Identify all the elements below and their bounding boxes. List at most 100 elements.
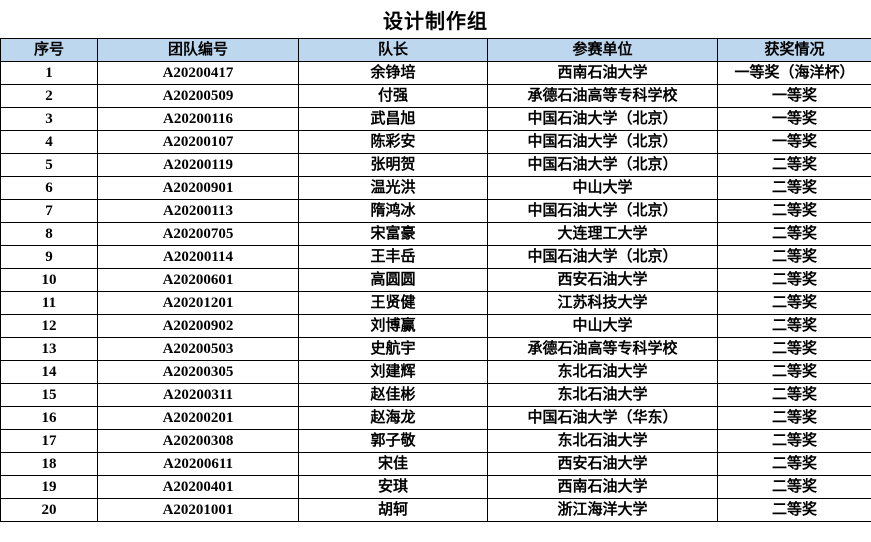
table-row: 15 A20200311 赵佳彬 东北石油大学 二等奖 <box>0 383 871 407</box>
cell-team-id: A20200705 <box>97 222 299 246</box>
cell-unit: 承德石油高等专科学校 <box>487 337 718 361</box>
cell-captain: 隋鸿冰 <box>298 199 488 223</box>
cell-award: 一等奖 <box>717 130 871 154</box>
table-row: 9 A20200114 王丰岳 中国石油大学（北京） 二等奖 <box>0 245 871 269</box>
cell-award: 二等奖 <box>717 222 871 246</box>
cell-row-index: 14 <box>0 360 98 384</box>
cell-row-index: 15 <box>0 383 98 407</box>
cell-unit: 承德石油高等专科学校 <box>487 84 718 108</box>
cell-award: 一等奖（海洋杯） <box>717 61 871 85</box>
cell-award: 二等奖 <box>717 475 871 499</box>
cell-row-index: 18 <box>0 452 98 476</box>
cell-row-index: 3 <box>0 107 98 131</box>
cell-team-id: A20200417 <box>97 61 299 85</box>
table-row: 8 A20200705 宋富豪 大连理工大学 二等奖 <box>0 222 871 246</box>
cell-captain: 胡轲 <box>298 498 488 522</box>
cell-row-index: 20 <box>0 498 98 522</box>
table-row: 17 A20200308 郭子敬 东北石油大学 二等奖 <box>0 429 871 453</box>
cell-captain: 王贤健 <box>298 291 488 315</box>
cell-award: 一等奖 <box>717 107 871 131</box>
cell-award: 二等奖 <box>717 498 871 522</box>
cell-unit: 中国石油大学（北京） <box>487 153 718 177</box>
cell-team-id: A20201001 <box>97 498 299 522</box>
cell-unit: 中国石油大学（北京） <box>487 107 718 131</box>
cell-team-id: A20200116 <box>97 107 299 131</box>
cell-row-index: 17 <box>0 429 98 453</box>
cell-team-id: A20200305 <box>97 360 299 384</box>
cell-row-index: 12 <box>0 314 98 338</box>
cell-row-index: 6 <box>0 176 98 200</box>
cell-row-index: 16 <box>0 406 98 430</box>
cell-award: 二等奖 <box>717 153 871 177</box>
table-row: 19 A20200401 安琪 西南石油大学 二等奖 <box>0 475 871 499</box>
cell-unit: 西南石油大学 <box>487 61 718 85</box>
cell-award: 二等奖 <box>717 429 871 453</box>
cell-row-index: 8 <box>0 222 98 246</box>
cell-row-index: 10 <box>0 268 98 292</box>
cell-row-index: 2 <box>0 84 98 108</box>
cell-award: 一等奖 <box>717 84 871 108</box>
cell-captain: 宋佳 <box>298 452 488 476</box>
cell-row-index: 7 <box>0 199 98 223</box>
cell-unit: 中国石油大学（华东） <box>487 406 718 430</box>
cell-captain: 武昌旭 <box>298 107 488 131</box>
cell-award: 二等奖 <box>717 337 871 361</box>
cell-team-id: A20200113 <box>97 199 299 223</box>
cell-award: 二等奖 <box>717 245 871 269</box>
column-header-team-id: 团队编号 <box>97 38 299 62</box>
cell-team-id: A20200401 <box>97 475 299 499</box>
header-row: 序号 团队编号 队长 参赛单位 获奖情况 <box>0 38 871 62</box>
table-row: 7 A20200113 隋鸿冰 中国石油大学（北京） 二等奖 <box>0 199 871 223</box>
table-body: 1 A20200417 余铮培 西南石油大学 一等奖（海洋杯） 2 A20200509 付强承… <box>0 61 871 522</box>
cell-unit: 中国石油大学（北京） <box>487 130 718 154</box>
table-row: 18 A20200611 宋佳 西安石油大学 二等奖 <box>0 452 871 476</box>
cell-team-id: A20200601 <box>97 268 299 292</box>
table-row: 1 A20200417 余铮培 西南石油大学 一等奖（海洋杯） <box>0 61 871 85</box>
column-header-award: 获奖情况 <box>717 38 871 62</box>
cell-team-id: A20201201 <box>97 291 299 315</box>
cell-team-id: A20200311 <box>97 383 299 407</box>
cell-row-index: 13 <box>0 337 98 361</box>
cell-captain: 王丰岳 <box>298 245 488 269</box>
cell-award: 二等奖 <box>717 406 871 430</box>
table-row: 20 A20201001 胡轲 浙江海洋大学 二等奖 <box>0 498 871 522</box>
page-title: 设计制作组 <box>383 10 488 33</box>
cell-unit: 大连理工大学 <box>487 222 718 246</box>
cell-award: 二等奖 <box>717 452 871 476</box>
table-row: 6 A20200901 温光洪 中山大学 二等奖 <box>0 176 871 200</box>
cell-award: 二等奖 <box>717 291 871 315</box>
cell-row-index: 19 <box>0 475 98 499</box>
cell-team-id: A20200611 <box>97 452 299 476</box>
cell-award: 二等奖 <box>717 360 871 384</box>
cell-row-index: 5 <box>0 153 98 177</box>
table-row: 12 A20200902 刘博赢 中山大学 二等奖 <box>0 314 871 338</box>
cell-team-id: A20200503 <box>97 337 299 361</box>
results-table: 序号 团队编号 队长 参赛单位 获奖情况 1 A20200417 余铮培 西南石油大学 一等奖（… <box>0 38 871 522</box>
cell-unit: 西安石油大学 <box>487 452 718 476</box>
column-header-unit: 参赛单位 <box>487 38 718 62</box>
cell-captain: 余铮培 <box>298 61 488 85</box>
cell-award: 二等奖 <box>717 268 871 292</box>
cell-captain: 安琪 <box>298 475 488 499</box>
cell-captain: 赵海龙 <box>298 406 488 430</box>
cell-team-id: A20200902 <box>97 314 299 338</box>
cell-captain: 刘建辉 <box>298 360 488 384</box>
cell-row-index: 9 <box>0 245 98 269</box>
cell-team-id: A20200114 <box>97 245 299 269</box>
table-row: 3 A20200116 武昌旭 中国石油大学（北京） 一等奖 <box>0 107 871 131</box>
cell-unit: 中山大学 <box>487 176 718 200</box>
cell-captain: 高圆圆 <box>298 268 488 292</box>
table-row: 2 A20200509 付强 承德石油高等专科学校 一等奖 <box>0 84 871 108</box>
cell-captain: 赵佳彬 <box>298 383 488 407</box>
cell-captain: 温光洪 <box>298 176 488 200</box>
cell-captain: 付强 <box>298 84 488 108</box>
table-row: 10 A20200601 高圆圆 西安石油大学 二等奖 <box>0 268 871 292</box>
cell-award: 二等奖 <box>717 314 871 338</box>
table-row: 4 A20200107 陈彩安 中国石油大学（北京） 一等奖 <box>0 130 871 154</box>
cell-team-id: A20200308 <box>97 429 299 453</box>
cell-row-index: 1 <box>0 61 98 85</box>
cell-award: 二等奖 <box>717 383 871 407</box>
cell-row-index: 4 <box>0 130 98 154</box>
cell-unit: 东北石油大学 <box>487 383 718 407</box>
